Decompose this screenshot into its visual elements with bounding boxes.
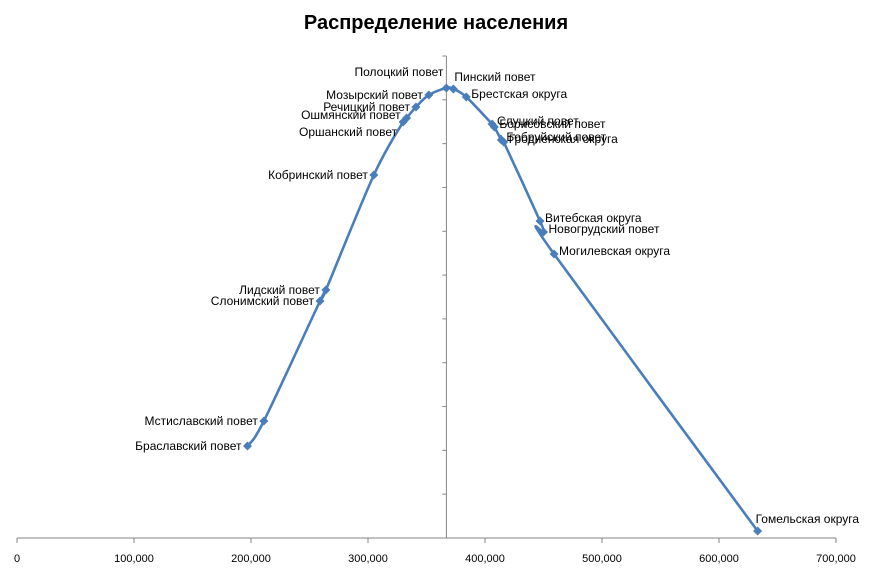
data-point-marker [549,249,559,259]
data-point-label: Речицкий повет [323,100,410,114]
point-labels-layer: Браславский повет Мстиславский повет Слони… [135,65,859,526]
data-point-marker [259,416,269,426]
data-point-marker [424,90,434,100]
x-tick-label: 600,000 [699,553,739,565]
data-point-marker [402,113,412,123]
x-tick-label: 700,000 [816,553,856,565]
data-point-label: Кобринский повет [268,168,368,182]
data-point-label: Слонимский повет [211,294,315,308]
data-point-label: Гомельская округа [756,512,860,526]
data-point-label: Браславский повет [135,439,242,453]
data-point-marker [321,285,331,295]
data-point-label: Полоцкий повет [354,65,443,79]
x-tick-label: 200,000 [231,553,271,565]
data-point-label: Мстиславский повет [144,414,258,428]
data-point-label: Витебская округа [545,211,642,225]
chart-title: Распределение населения [303,12,569,34]
data-point-marker [411,102,421,112]
data-point-label: Оршанский повет [299,125,398,139]
data-point-marker [441,83,451,93]
data-point-label: Борисовский повет [499,117,606,131]
data-point-marker [369,170,379,180]
data-point-label: Слуцкий повет [497,114,579,128]
x-tick-label: 100,000 [114,553,154,565]
data-point-label: Новогрудский повет [549,222,660,236]
data-point-label: Мозырский повет [326,88,423,102]
data-point-label: Гродненская округа [509,132,618,146]
data-point-marker [535,216,545,226]
data-point-label: Могилевская округа [559,244,670,258]
data-point-marker [489,122,499,132]
series-line-layer [246,86,759,532]
x-tick-label: 300,000 [348,553,388,565]
x-tick-label: 500,000 [582,553,622,565]
x-tick-label: 400,000 [465,553,505,565]
data-point-marker [242,441,252,451]
data-point-marker [753,526,763,536]
data-point-label: Брестская округа [471,87,567,101]
data-point-marker [499,137,509,147]
axes: 0 100,000 200,000 300,000 400,000 500,000 600,… [14,55,856,565]
data-point-marker [539,227,548,237]
data-point-label: Ошмянский повет [301,108,401,122]
markers-layer [242,83,763,536]
data-point-label: Бобруйский повет [506,130,606,144]
data-point-marker [461,92,471,102]
series-line [246,86,759,532]
data-point-label: Пинский повет [454,70,536,84]
data-point-label: Лидский повет [239,283,320,297]
x-tick-label: 0 [14,553,20,565]
data-point-marker [315,296,325,306]
data-point-marker [448,84,458,94]
